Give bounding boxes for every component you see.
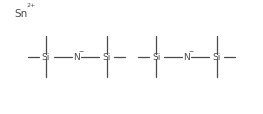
Text: N: N [183,53,190,61]
Text: Si: Si [213,53,221,61]
Text: Si: Si [152,53,161,61]
Text: −: − [189,48,194,53]
Text: N: N [73,53,80,61]
Text: Sn: Sn [14,9,28,19]
Text: −: − [78,48,84,53]
Text: Si: Si [102,53,111,61]
Text: Si: Si [42,53,50,61]
Text: 2+: 2+ [26,3,36,8]
